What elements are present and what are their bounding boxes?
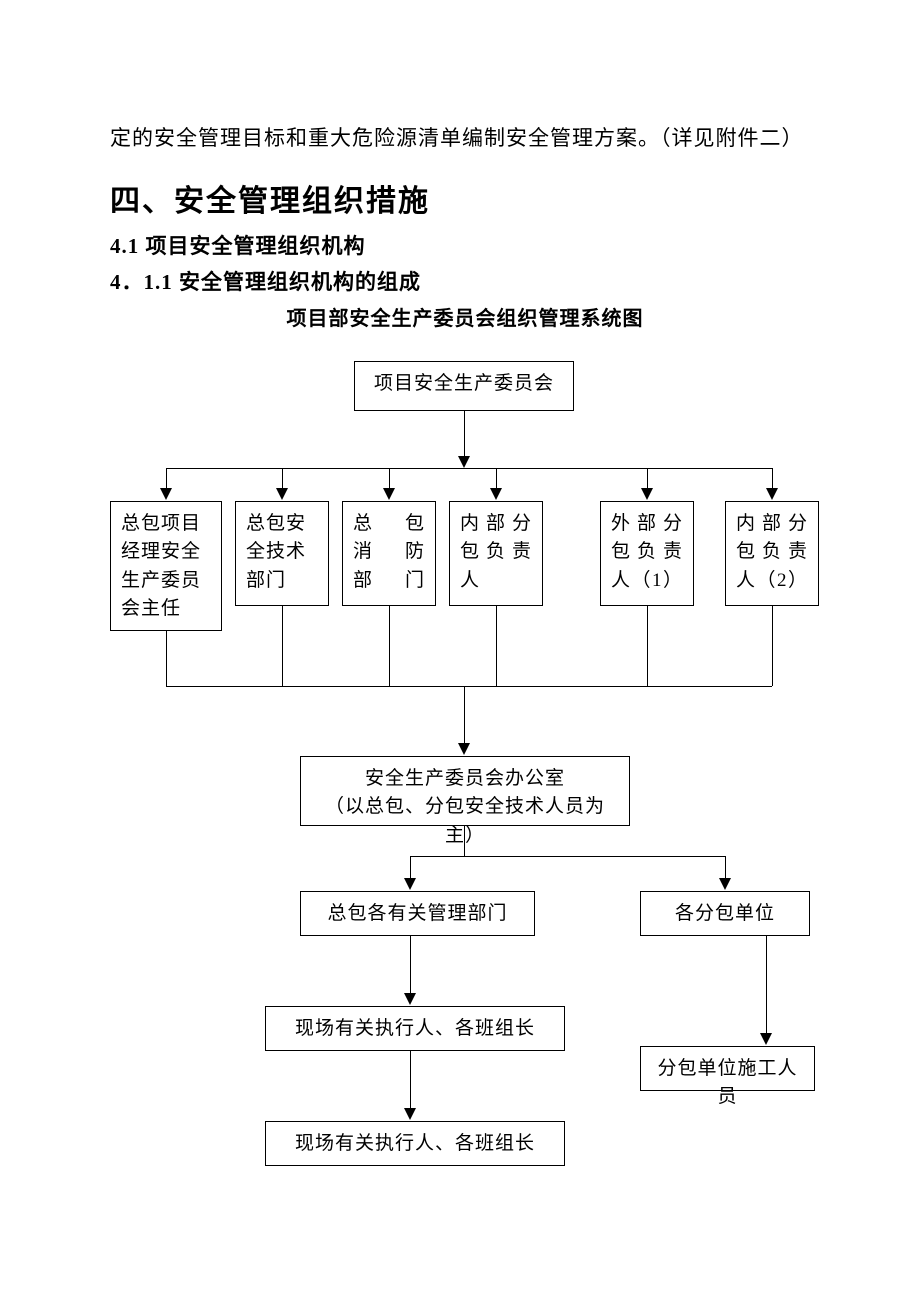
flowchart-arrowhead bbox=[404, 878, 416, 890]
flowchart-edge bbox=[166, 686, 772, 687]
flowchart-edge bbox=[410, 856, 725, 857]
flowchart-edge bbox=[464, 686, 465, 743]
flowchart-edge bbox=[496, 606, 497, 686]
flowchart-node-mg1: 总包各有关管理部门 bbox=[300, 891, 535, 936]
flowchart-node-office: 安全生产委员会办公室（以总包、分包安全技术人员为主） bbox=[300, 756, 630, 826]
flowchart-edge bbox=[772, 468, 773, 488]
flowchart-arrowhead bbox=[641, 488, 653, 500]
heading-1: 四、安全管理组织措施 bbox=[110, 176, 820, 220]
flowchart-edge bbox=[389, 606, 390, 686]
flowchart-arrowhead bbox=[766, 488, 778, 500]
flowchart-arrowhead bbox=[404, 993, 416, 1005]
flowchart-node-ex2: 分包单位施工人员 bbox=[640, 1046, 815, 1091]
heading-3: 4．1.1 安全管理组织机构的组成 bbox=[110, 266, 820, 296]
flowchart-arrowhead bbox=[404, 1108, 416, 1120]
flowchart-edge bbox=[389, 468, 390, 488]
flowchart-edge bbox=[464, 826, 465, 856]
document-page: 定的安全管理目标和重大危险源清单编制安全管理方案。（详见附件二） 四、安全管理组… bbox=[0, 0, 920, 1261]
flowchart-edge bbox=[647, 606, 648, 686]
flowchart-edge bbox=[647, 468, 648, 488]
flowchart-node-b6: 内部分包负责人（2） bbox=[725, 501, 819, 606]
flowchart-arrowhead bbox=[383, 488, 395, 500]
flowchart-node-top: 项目安全生产委员会 bbox=[354, 361, 574, 411]
flowchart-edge bbox=[166, 468, 772, 469]
flowchart-edge bbox=[496, 468, 497, 488]
flowchart-arrowhead bbox=[458, 456, 470, 468]
diagram-title: 项目部安全生产委员会组织管理系统图 bbox=[110, 302, 820, 331]
flowchart-edge bbox=[282, 606, 283, 686]
flowchart-arrowhead bbox=[490, 488, 502, 500]
flowchart-edge bbox=[282, 468, 283, 488]
flowchart-edge bbox=[410, 936, 411, 993]
flowchart-edge bbox=[464, 411, 465, 456]
flowchart-edge bbox=[772, 606, 773, 686]
flowchart-arrowhead bbox=[458, 743, 470, 755]
flowchart-node-mg2: 各分包单位 bbox=[640, 891, 810, 936]
flowchart-edge bbox=[166, 468, 167, 488]
flowchart-node-b2: 总包安全技术部门 bbox=[235, 501, 329, 606]
flowchart-edge bbox=[725, 856, 726, 878]
flowchart-node-ex1: 现场有关执行人、各班组长 bbox=[265, 1006, 565, 1051]
flowchart-edge bbox=[766, 936, 767, 1033]
flowchart-arrowhead bbox=[760, 1033, 772, 1045]
flowchart-node-ex3: 现场有关执行人、各班组长 bbox=[265, 1121, 565, 1166]
flowchart-edge bbox=[410, 856, 411, 878]
flowchart-node-b4: 内部分包负责人 bbox=[449, 501, 543, 606]
flowchart-arrowhead bbox=[276, 488, 288, 500]
flowchart-node-b3: 总 包消 防部门 bbox=[342, 501, 436, 606]
flowchart-node-b5: 外部分包负责人（1） bbox=[600, 501, 694, 606]
flowchart-arrowhead bbox=[719, 878, 731, 890]
flowchart-edge bbox=[410, 1051, 411, 1108]
flowchart-edge bbox=[166, 631, 167, 686]
flowchart-arrowhead bbox=[160, 488, 172, 500]
intro-paragraph: 定的安全管理目标和重大危险源清单编制安全管理方案。（详见附件二） bbox=[110, 120, 820, 158]
heading-2: 4.1 项目安全管理组织机构 bbox=[110, 230, 820, 260]
flowchart-node-b1: 总包项目经理安全生产委员会主任 bbox=[110, 501, 222, 631]
org-flowchart: 项目安全生产委员会总包项目经理安全生产委员会主任总包安全技术部门总 包消 防部门… bbox=[110, 361, 820, 1201]
